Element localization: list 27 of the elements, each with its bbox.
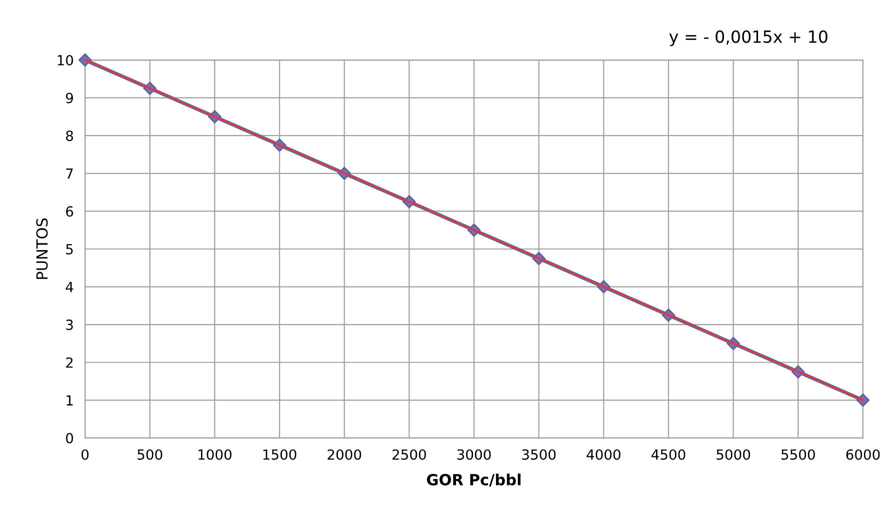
y-axis-title: PUNTOS <box>36 218 48 279</box>
y-tick-label: 2 <box>66 357 73 368</box>
x-tick-label: 5000 <box>716 449 750 460</box>
x-tick-label: 5500 <box>782 449 815 460</box>
y-tick-label: 7 <box>66 168 73 179</box>
y-tick-label: 8 <box>66 130 73 142</box>
x-tick-label: 1500 <box>263 449 296 460</box>
x-tick-label: 3000 <box>457 449 491 460</box>
y-tick-label: 4 <box>66 282 74 292</box>
x-tick-label: 4000 <box>586 449 620 460</box>
y-tick-label: 3 <box>66 320 73 330</box>
x-tick-label: 1000 <box>198 449 232 460</box>
x-tick-label: 4500 <box>651 449 686 460</box>
y-tick-label: 9 <box>66 92 73 104</box>
x-tick-label: 0 <box>82 449 89 460</box>
x-tick-label: 2000 <box>328 449 362 460</box>
y-tick-label: 0 <box>66 432 74 444</box>
x-tick-label: 6000 <box>846 449 880 460</box>
text: y = - 0,0015x + 10 <box>669 30 828 46</box>
y-tick-label: 1 <box>66 395 73 406</box>
y-tick-label: 10 <box>58 55 74 66</box>
x-tick-label: 3500 <box>522 449 556 460</box>
x-tick-label: 500 <box>138 449 162 460</box>
y-tick-label: 6 <box>66 206 74 217</box>
x-tick-label: 2500 <box>392 449 426 460</box>
x-axis-title: GOR Pc/bbl <box>426 474 520 487</box>
y-tick-label: 5 <box>66 244 73 254</box>
